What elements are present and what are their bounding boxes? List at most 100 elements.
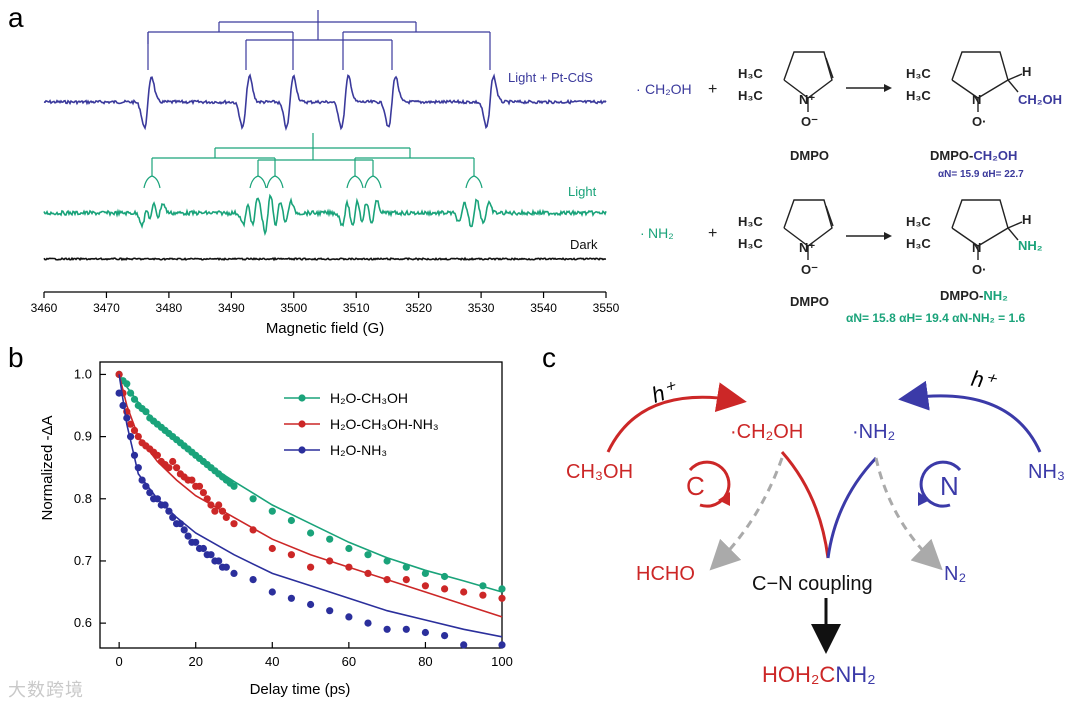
data-point-series-2 (364, 619, 372, 627)
legend-label-0: H₂O-CH₃OH (330, 390, 408, 406)
coupling-line-red (780, 451, 830, 559)
dmpo-adduct-structure-2 (951, 199, 1023, 260)
data-point-series-2 (421, 628, 429, 637)
h3c-bottom-p1: H₃C (906, 88, 931, 103)
ch2oh-group-p1: CH₂OH (1018, 92, 1062, 107)
panel-label-b: b (8, 342, 24, 373)
epr-x-label: Magnetic field (G) (266, 320, 384, 337)
methanol-label: CH₃OH (566, 461, 633, 483)
data-point-series-0 (230, 482, 238, 490)
data-point-series-1 (460, 588, 468, 596)
data-point-series-1 (287, 551, 295, 559)
reaction-arrowhead-1 (884, 84, 892, 92)
data-point-series-0 (364, 551, 372, 559)
hcho-label: HCHO (636, 563, 695, 585)
h3c-top-1: H₃C (738, 66, 763, 81)
data-point-series-2 (161, 501, 169, 509)
kinetics-y-tick-label: 0.9 (74, 429, 92, 444)
fit-curve-1 (118, 374, 503, 618)
data-point-series-1 (169, 457, 177, 466)
data-point-series-2 (498, 641, 506, 649)
nh2-radical-label: ·NH₂ (852, 421, 895, 443)
epr-trace-light (43, 193, 607, 236)
kinetics-y-label: Normalized -ΔA (39, 415, 56, 520)
plus-sign-1: + (708, 81, 717, 98)
data-point-series-0 (345, 544, 353, 553)
trace-label-light: Light (568, 184, 597, 199)
data-point-series-2 (441, 632, 449, 640)
data-point-series-0 (421, 569, 429, 578)
data-point-series-1 (441, 585, 449, 593)
data-point-series-2 (176, 520, 184, 528)
epr-x-tick-label: 3550 (593, 301, 620, 315)
cn-coupling-label: C−N coupling (752, 573, 873, 595)
data-point-series-2 (383, 625, 391, 633)
epr-trace-dark (43, 256, 607, 262)
data-point-series-2 (115, 389, 123, 397)
data-point-series-2 (169, 513, 177, 522)
dmpo-label-1: DMPO (790, 148, 829, 163)
data-point-series-0 (249, 495, 257, 503)
carbon-cycle-label: C (686, 471, 705, 501)
data-point-series-1 (249, 526, 257, 534)
data-point-series-1 (383, 576, 391, 584)
h-p2: H (1022, 212, 1031, 227)
epr-x-tick-label: 3470 (93, 301, 120, 315)
dmpo-structure-2 (783, 199, 834, 260)
data-point-series-2 (402, 625, 410, 633)
data-point-series-1 (130, 426, 139, 434)
h3c-bottom-2: H₃C (738, 236, 763, 251)
splitting-tree-purple (147, 10, 491, 70)
hfc-values-1: αN= 15.9 αH= 22.7 (938, 169, 1024, 180)
data-point-series-2 (142, 482, 150, 490)
o-dot-p1: O· (972, 114, 986, 129)
kinetics-y-tick-label: 0.8 (74, 491, 92, 506)
kinetics-y-tick-label: 0.7 (74, 553, 92, 568)
dmpo-label-2: DMPO (790, 294, 829, 309)
epr-x-tick-label: 3480 (156, 301, 183, 315)
n-cycle-arrowhead (918, 492, 930, 506)
epr-x-tick-label: 3540 (530, 301, 557, 315)
legend-label-1: H₂O-CH₃OH-NH₃ (330, 416, 439, 432)
radical-nh2: NH₂ (648, 225, 674, 241)
data-point-series-1 (199, 489, 207, 497)
data-point-series-1 (211, 507, 219, 515)
watermark-text: 大数跨境 (8, 680, 84, 701)
data-point-series-0 (307, 529, 315, 537)
data-point-series-1 (215, 501, 223, 509)
panel-label-c: c (542, 342, 556, 373)
data-point-series-2 (287, 594, 295, 602)
oxidation-arrow-methanol (606, 382, 747, 453)
data-point-series-0 (441, 572, 449, 581)
kinetics-x-tick-label: 60 (342, 654, 356, 669)
data-point-series-2 (127, 433, 135, 441)
ammonia-label: NH₃ (1028, 461, 1065, 483)
radical-nh2-dot: · (640, 225, 645, 241)
kinetics-plot-frame (99, 361, 503, 649)
data-point-series-2 (460, 641, 468, 649)
kinetics-y-tick-label: 1.0 (74, 366, 92, 381)
data-point-series-2 (180, 526, 188, 534)
data-point-series-0 (479, 582, 487, 590)
kinetics-x-label: Delay time (ps) (250, 681, 351, 698)
epr-x-tick-label: 3510 (343, 301, 370, 315)
data-point-series-0 (287, 516, 295, 525)
data-point-series-1 (188, 476, 196, 484)
epr-x-tick-label: 3530 (468, 301, 495, 315)
h3c-top-p2: H₃C (906, 214, 931, 229)
oxidation-arrow-ammonia (898, 380, 1042, 453)
coupling-line-blue (826, 456, 878, 559)
radical-ch2oh-dot: · (636, 81, 641, 97)
data-point-series-2 (307, 600, 315, 609)
product-prefix-2: DMPO- (940, 288, 983, 303)
data-point-series-1 (195, 482, 204, 490)
data-point-series-2 (345, 613, 353, 621)
data-point-series-1 (364, 569, 372, 578)
legend-marker-2 (298, 446, 306, 454)
n2-label: N₂ (944, 563, 966, 585)
data-point-series-1 (153, 451, 161, 459)
kinetics-y-tick-label: 0.6 (74, 615, 92, 630)
o-minus-1: O⁻ (801, 114, 818, 129)
epr-spectra-panel: Light + Pt-CdS Light Dark 3460 3470 3480 34… (31, 10, 620, 337)
product-part-red: HOH₂C (762, 662, 835, 687)
